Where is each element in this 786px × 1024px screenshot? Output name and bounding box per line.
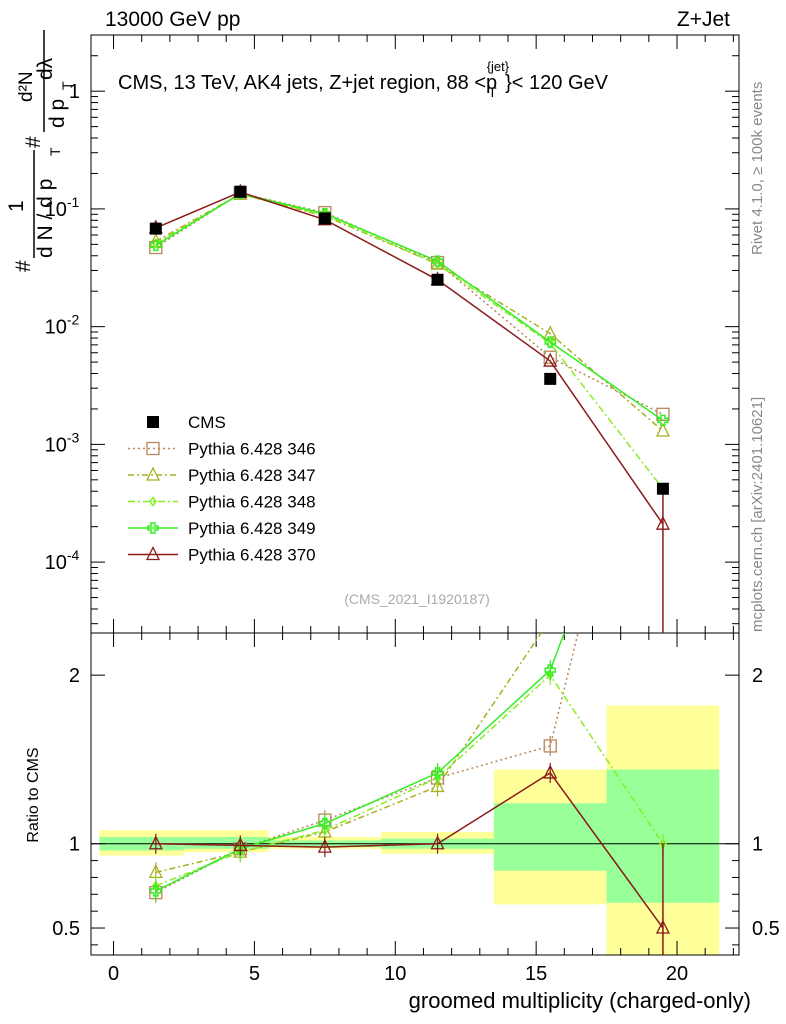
main-line-1 — [155, 193, 664, 432]
ratio-point-4 — [430, 835, 445, 850]
ratio-line-2 — [155, 674, 664, 887]
ratio-y-tick-label: 2 — [69, 665, 80, 687]
energy-label: 13000 GeV pp — [105, 8, 240, 31]
rivet-version-label: Rivet 4.1.0, ≥ 100k events — [749, 82, 766, 255]
main-line-0 — [155, 192, 664, 415]
legend-label-2: Pythia 6.428 348 — [188, 493, 316, 512]
axis-ticks: 0 5 10 15 20 1 10-1 10-2 10-3 10-4 0.5 0.5 1 1 2 2 — [45, 34, 780, 985]
cms-data-point — [544, 372, 557, 385]
plot-title-sup: {jet} — [487, 59, 510, 74]
plot-title-p: p — [486, 72, 497, 94]
ratio-panel-frame — [90, 632, 740, 956]
main-point-0 — [149, 240, 163, 255]
y-tick-label: 1 — [69, 81, 80, 103]
ratio-point-3 — [319, 817, 331, 830]
plot-title-sub: T — [488, 84, 497, 100]
cms-data-point — [656, 482, 669, 495]
legend-label-0: Pythia 6.428 346 — [188, 440, 316, 459]
plot-title: CMS, 13 TeV, AK4 jets, Z+jet region, 88 … — [118, 59, 609, 100]
legend-marker-4 — [145, 546, 161, 561]
ratio-line-4 — [155, 771, 664, 929]
x-tick-label: 0 — [108, 963, 119, 985]
legend-marker-2 — [149, 496, 157, 507]
main-point-1 — [655, 422, 670, 437]
legend-label-1: Pythia 6.428 347 — [188, 466, 316, 485]
ylabel-T2: T — [59, 81, 75, 90]
ratio-point-3 — [544, 664, 556, 676]
main-point-3 — [431, 255, 444, 267]
legend-label-3: Pythia 6.428 349 — [188, 519, 316, 538]
ratio-uncertainty-bands — [99, 705, 720, 955]
ylabel-hash-1: # — [12, 260, 35, 272]
legend-marker-3 — [147, 522, 159, 534]
legend-marker-cms — [147, 416, 159, 428]
band-green-1 — [183, 836, 269, 849]
x-tick-label: 10 — [384, 963, 406, 985]
x-tick-label: 5 — [249, 963, 260, 985]
legend-marker-0 — [146, 441, 160, 456]
main-ylabel: # 1 d N / d p T # d²N d p T dλ — [5, 30, 75, 272]
y-tick-label: 10-1 — [45, 194, 80, 221]
ratio-point-4 — [317, 838, 332, 853]
ratio-point-3 — [658, 367, 668, 377]
legend-label-4: Pythia 6.428 370 — [188, 546, 316, 565]
y-tick-label: 10-4 — [45, 547, 80, 574]
x-tick-label: 15 — [525, 963, 547, 985]
cms-data-point — [234, 185, 247, 198]
ratio-point-3 — [431, 767, 444, 779]
legend-marker-1 — [145, 466, 161, 481]
ratio-point-1 — [657, 466, 669, 478]
main-panel-frame — [90, 34, 740, 634]
ylabel-dpT: d p — [46, 99, 69, 128]
ratio-y-tick-label: 1 — [69, 834, 80, 856]
main-point-3 — [657, 414, 669, 427]
x-tick-label: 20 — [666, 963, 688, 985]
ylabel-T1: T — [47, 147, 63, 156]
mcplots-label: mcplots.cern.ch [arXiv:2401.10621] — [749, 397, 766, 632]
main-series-layer — [148, 183, 670, 633]
ratio-ylabel: Ratio to CMS — [25, 747, 42, 842]
ratio-y-tick-label-right: 0.5 — [752, 918, 780, 940]
ylabel-d2N: d²N — [16, 71, 37, 102]
main-point-3 — [544, 336, 556, 348]
ylabel-one: 1 — [5, 200, 28, 212]
ratio-line-3 — [155, 633, 566, 892]
ratio-point-4 — [543, 764, 558, 779]
legend-label-cms: CMS — [188, 413, 226, 432]
ylabel-dN: d N / d p — [34, 179, 57, 258]
legend: CMS Pythia 6.428 346 Pythia 6.428 347 Pythi… — [128, 413, 316, 565]
ylabel-hash-2: # — [22, 136, 45, 148]
band-green-4 — [493, 803, 607, 871]
ratio-y-tick-label: 0.5 — [52, 918, 80, 940]
ratio-line-0 — [155, 633, 579, 894]
plot-title-prefix: CMS, 13 TeV, AK4 jets, Z+jet region, 88 … — [118, 72, 486, 94]
main-line-3 — [155, 192, 664, 421]
main-point-3 — [150, 239, 162, 252]
ratio-y-tick-label-right: 1 — [752, 834, 763, 856]
ratio-point-0 — [657, 281, 669, 293]
process-label: Z+Jet — [677, 8, 730, 31]
ratio-y-tick-label-right: 2 — [752, 665, 763, 687]
ratio-point-0 — [543, 739, 557, 753]
ratio-point-4 — [148, 835, 163, 850]
cms-data-point — [318, 212, 331, 225]
x-axis-label: groomed multiplicity (charged-only) — [409, 988, 751, 1013]
plot-title-suffix: }< 120 GeV — [505, 72, 609, 94]
cms-data-point — [149, 222, 162, 235]
ratio-series-layer — [148, 281, 670, 955]
ylabel-dlam: dλ — [34, 57, 57, 80]
main-line-4 — [155, 191, 664, 525]
ratio-point-1 — [430, 777, 445, 793]
ratio-point-1 — [544, 613, 556, 625]
ratio-point-4 — [233, 836, 248, 852]
analysis-watermark: (CMS_2021_I1920187) — [344, 591, 490, 607]
y-tick-label: 10-2 — [45, 312, 80, 339]
main-point-4 — [543, 352, 558, 367]
ratio-point-3 — [150, 885, 162, 897]
cms-data-point — [431, 273, 444, 286]
y-tick-label: 10-3 — [45, 429, 80, 456]
